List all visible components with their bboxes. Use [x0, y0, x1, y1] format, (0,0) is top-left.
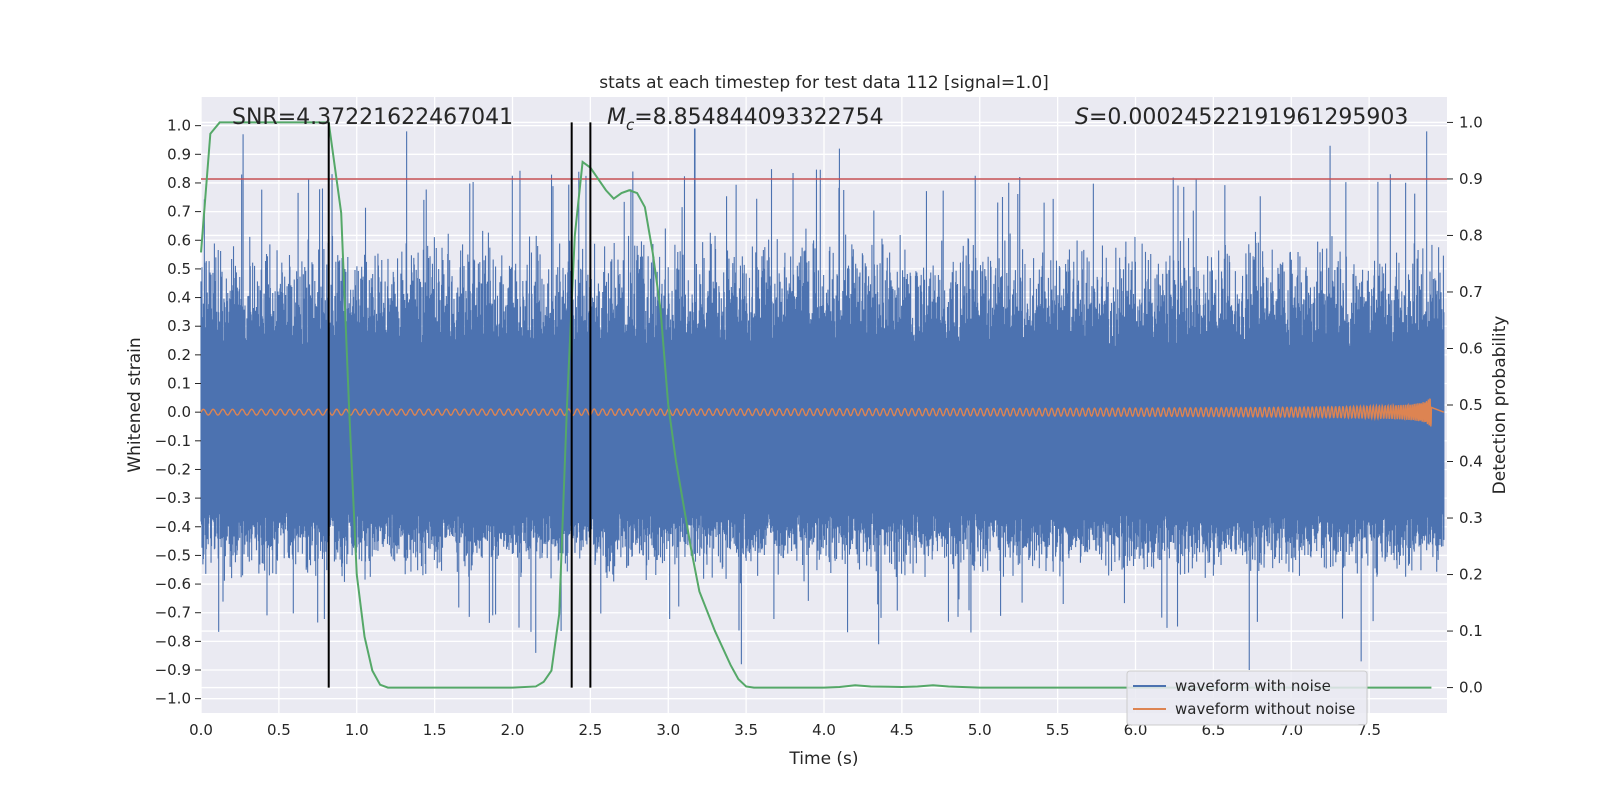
y-tick-label: 1.0 [167, 117, 191, 135]
y2-tick-label: 0.1 [1459, 622, 1483, 640]
legend: waveform with noise waveform without noi… [1126, 670, 1368, 726]
series-waveform-with-noise-core [201, 346, 1444, 513]
y-tick-label: −0.5 [155, 546, 191, 564]
s-annotation: S=0.00024522191961295903 [1075, 105, 1408, 130]
x-tick-label: 1.5 [423, 721, 447, 739]
y-tick-label: 0.0 [167, 403, 191, 421]
y2-tick-label: 0.7 [1459, 283, 1483, 301]
y-tick-label: 0.5 [167, 260, 191, 278]
legend-label-clean: waveform without noise [1175, 700, 1355, 718]
x-tick-label: 4.0 [812, 721, 836, 739]
y2-tick-label: 0.0 [1459, 679, 1483, 697]
y-tick-label: 0.4 [167, 289, 191, 307]
y-tick-label: 0.6 [167, 231, 191, 249]
y-tick-label: 0.9 [167, 145, 191, 163]
legend-box [1126, 670, 1368, 726]
chirp-mass-annotation: Mc=8.854844093322754 [607, 105, 884, 134]
y2-tick-label: 0.3 [1459, 509, 1483, 527]
y-axis-left-ticks: 1.0 0.9 0.8 0.7 0.6 0.5 0.4 0.3 0.2 0.1 0.0 −0.1 −0.… [155, 117, 201, 708]
x-tick-label: 2.5 [578, 721, 602, 739]
y2-tick-label: 0.8 [1459, 226, 1483, 244]
x-tick-label: 3.5 [734, 721, 758, 739]
x-tick-label: 3.0 [656, 721, 680, 739]
y2-tick-label: 0.5 [1459, 396, 1483, 414]
y-tick-label: −0.1 [155, 432, 191, 450]
legend-label-noise: waveform with noise [1175, 677, 1331, 695]
y2-tick-label: 0.9 [1459, 170, 1483, 188]
y2-axis-title: Detection probability [1490, 316, 1510, 495]
series-waveform-without-noise [200, 398, 1445, 427]
y-tick-label: 0.1 [167, 375, 191, 393]
y-tick-label: −0.3 [155, 489, 191, 507]
x-tick-label: 0.0 [189, 721, 213, 739]
y-tick-label: −1.0 [155, 690, 191, 708]
y-tick-label: −0.2 [155, 460, 191, 478]
y2-tick-label: 0.4 [1459, 453, 1483, 471]
x-tick-label: 1.0 [345, 721, 369, 739]
x-tick-label: 2.0 [501, 721, 525, 739]
snr-annotation: SNR=4.37221622467041 [232, 105, 513, 130]
x-tick-label: 5.5 [1046, 721, 1070, 739]
y-axis-title: Whitened strain [125, 337, 145, 472]
x-tick-label: 4.5 [890, 721, 914, 739]
y-tick-label: 0.8 [167, 174, 191, 192]
y-tick-label: 0.2 [167, 346, 191, 364]
series-detection-probability [200, 121, 1432, 689]
y2-tick-label: 0.6 [1459, 339, 1483, 357]
y2-tick-label: 1.0 [1459, 113, 1483, 131]
x-axis-title: Time (s) [788, 749, 858, 769]
x-tick-label: 5.0 [968, 721, 992, 739]
y-tick-label: −0.4 [155, 518, 191, 536]
y-tick-label: −0.7 [155, 604, 191, 622]
chart-title: stats at each timestep for test data 112… [599, 73, 1049, 93]
y-tick-label: −0.6 [155, 575, 191, 593]
y-tick-label: −0.9 [155, 661, 191, 679]
plot-series [200, 121, 1447, 689]
y2-tick-label: 0.2 [1459, 566, 1483, 584]
y-tick-label: 0.7 [167, 203, 191, 221]
x-tick-label: 0.5 [267, 721, 291, 739]
y-axis-right-ticks: 1.0 0.9 0.8 0.7 0.6 0.5 0.4 0.3 0.2 0.1 0.0 [1447, 113, 1483, 697]
y-tick-label: −0.8 [155, 632, 191, 650]
y-tick-label: 0.3 [167, 317, 191, 335]
